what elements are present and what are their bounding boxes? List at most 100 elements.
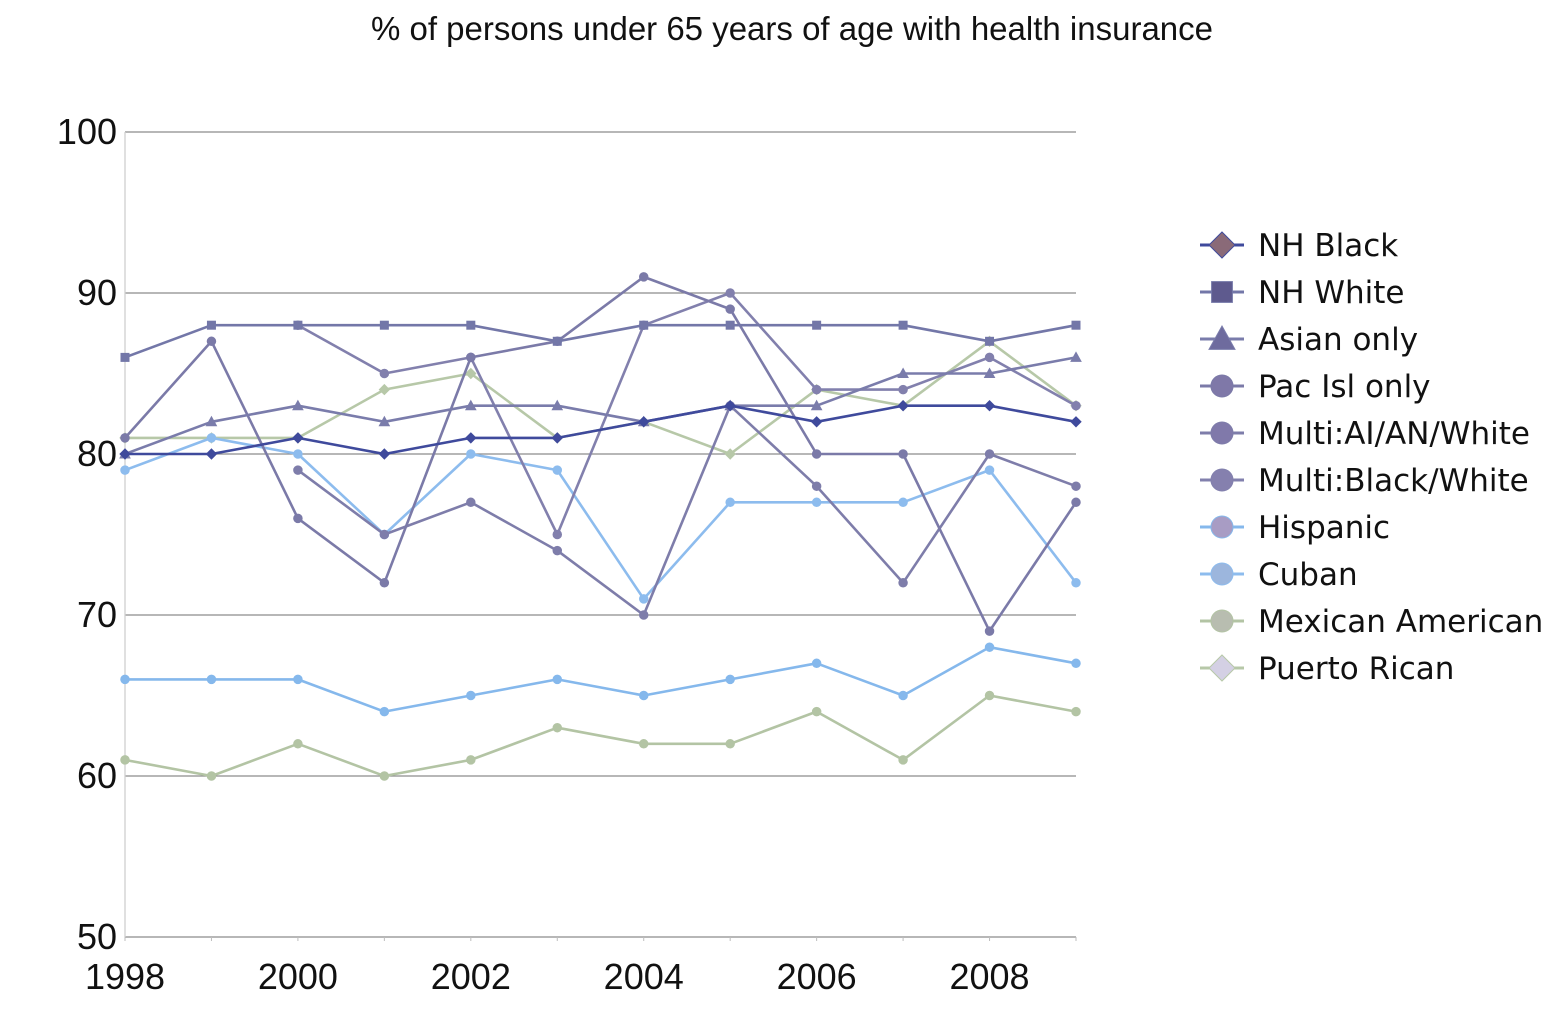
data-point [725, 674, 735, 685]
data-point [379, 529, 390, 540]
y-tick-label: 70 [77, 594, 117, 635]
data-point [552, 674, 563, 685]
legend-label: Hispanic [1258, 510, 1390, 546]
legend-item-pac-isl-only: Pac Isl only [1200, 369, 1431, 405]
data-point [983, 367, 996, 378]
y-tick-label: 50 [77, 916, 117, 957]
data-point [898, 755, 908, 765]
legend-item-hispanic: Hispanic [1200, 510, 1390, 546]
data-point [551, 432, 563, 444]
legend-label: NH Black [1258, 228, 1398, 264]
data-point [811, 497, 822, 508]
data-point [466, 449, 476, 459]
data-point [120, 674, 130, 685]
data-point [378, 448, 391, 460]
legend-marker [1210, 515, 1234, 539]
series-line [124, 436, 1078, 601]
data-point [1071, 578, 1081, 588]
legend-item-multi-black-white: Multi:Black/White [1200, 463, 1529, 499]
x-tick-label: 2000 [258, 956, 338, 997]
legend-label: Multi:Black/White [1258, 463, 1529, 499]
data-point [811, 706, 822, 717]
data-point [378, 415, 391, 427]
y-tick-label: 100 [57, 111, 117, 152]
data-point [206, 771, 217, 781]
data-point [897, 399, 909, 412]
data-point [120, 465, 130, 475]
data-point [293, 465, 303, 475]
data-point [811, 481, 822, 491]
series-hispanic [120, 642, 1081, 717]
series-mexican-american [120, 690, 1081, 781]
data-point [206, 336, 217, 347]
y-tick-label: 80 [77, 433, 117, 474]
x-tick-label: 1998 [85, 956, 165, 997]
data-point [205, 415, 218, 427]
series-line [124, 694, 1077, 778]
data-point [725, 739, 735, 749]
legend-marker [1210, 468, 1234, 492]
data-point [638, 610, 649, 620]
data-point [466, 497, 476, 508]
data-point [811, 449, 822, 459]
data-point [725, 497, 735, 508]
data-point [120, 352, 130, 362]
data-point [1070, 416, 1082, 428]
legend-label: Puerto Rican [1258, 651, 1454, 687]
data-point [1071, 400, 1081, 411]
data-point [464, 399, 477, 411]
data-point [466, 352, 476, 363]
series-line [124, 356, 1077, 456]
data-point [984, 352, 995, 363]
data-point [293, 739, 303, 749]
data-point [810, 416, 823, 428]
data-point [206, 674, 217, 685]
data-point [898, 578, 908, 588]
data-point [984, 642, 995, 652]
data-point [984, 465, 995, 475]
series-nh-white [120, 320, 1081, 362]
legend-label: Cuban [1258, 557, 1358, 593]
data-point [638, 594, 649, 604]
series-line [125, 340, 1077, 456]
data-point [379, 320, 389, 330]
data-point [725, 304, 735, 314]
data-point [724, 448, 736, 460]
plot-area [119, 272, 1082, 781]
data-point [1070, 351, 1082, 362]
legend-marker [1208, 231, 1236, 259]
x-tick-label: 2008 [949, 956, 1029, 997]
legend-marker [1208, 324, 1236, 350]
series-nh-black [119, 399, 1082, 460]
data-point [552, 336, 562, 346]
data-point [293, 320, 303, 330]
legend-item-cuban: Cuban [1200, 557, 1358, 593]
data-point [984, 690, 995, 701]
data-point [120, 755, 130, 765]
data-point [724, 399, 736, 412]
legend-marker [1210, 374, 1234, 398]
data-point [292, 399, 304, 411]
data-point [985, 336, 995, 346]
data-point [898, 449, 908, 459]
data-point [293, 674, 303, 685]
data-point [1071, 481, 1081, 491]
data-point [638, 690, 649, 701]
data-point [379, 771, 390, 781]
legend-item-nh-white: NH White [1200, 275, 1405, 311]
legend-item-puerto-rican: Puerto Rican [1200, 651, 1454, 687]
series-line [125, 645, 1077, 713]
legend-label: NH White [1258, 275, 1405, 311]
legend-item-mexican-american: Mexican American [1200, 604, 1543, 640]
data-point [206, 320, 216, 330]
data-point [465, 367, 477, 380]
data-point [466, 755, 476, 765]
legend-item-nh-black: NH Black [1200, 228, 1398, 264]
data-point [1071, 658, 1081, 669]
series-line [297, 404, 1077, 617]
data-point [465, 432, 477, 444]
data-point [811, 658, 822, 669]
y-tick-label: 90 [77, 272, 117, 313]
